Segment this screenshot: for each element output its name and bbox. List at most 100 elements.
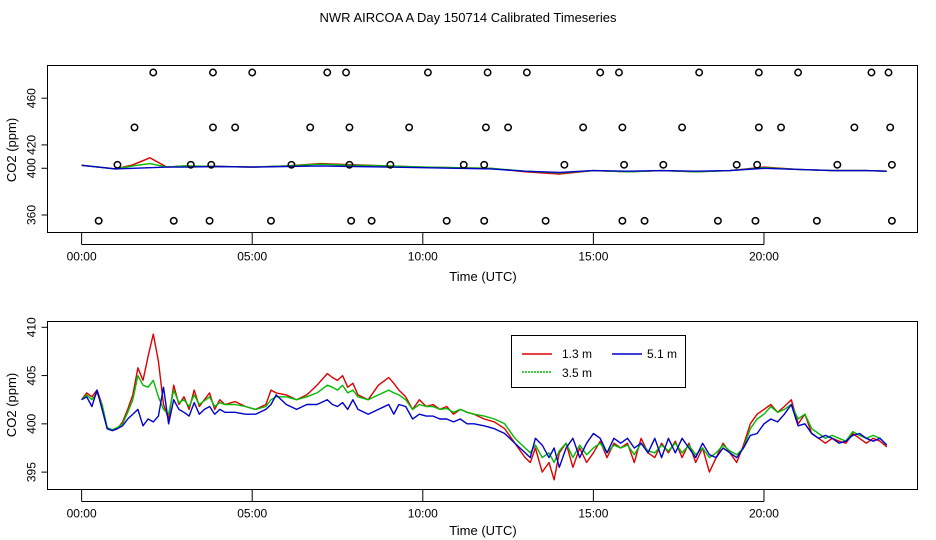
calibration-point [678,123,687,132]
x-tick-label: 10:00 [408,250,438,264]
calibration-point [209,68,217,77]
calibration-point [113,160,122,169]
calibration-point [777,123,785,132]
series-line-5-1-m [81,164,887,174]
calibration-point [640,216,649,225]
calibration-point [812,216,821,225]
y-tick-label: 410 [25,317,39,337]
calibration-point [405,123,414,132]
calibration-point [345,160,354,169]
top-calibration-points [94,68,896,225]
calibration-point [130,123,139,132]
calibration-point [886,123,895,132]
calibration-point [560,160,569,169]
calibration-point [504,123,513,132]
legend-label-5-1m: 5.1 m [647,347,677,361]
calibration-point [659,160,668,169]
calibration-point [732,160,741,169]
calibration-point [186,160,195,169]
calibration-point [423,68,432,77]
calibration-point [306,123,315,132]
calibration-point [884,68,893,77]
x-tick-label: 15:00 [578,507,608,521]
bottom-panel: 395 400 405 410 00:00 05:00 10:00 15:00 20:00 T… [4,317,918,538]
calibration-point [867,68,876,77]
calibration-point [149,68,158,77]
x-tick-label: 05:00 [237,250,267,264]
top-x-axis-label: Time (UTC) [449,269,516,284]
calibration-point [442,216,451,225]
x-tick-label: 20:00 [749,250,779,264]
calibration-point [596,68,605,77]
calibration-point [386,160,395,169]
calibration-point [481,123,490,132]
calibration-point [751,216,760,225]
legend-label-3-5m: 3.5 m [562,366,592,380]
calibration-point [887,160,896,169]
calibration-point [342,68,350,77]
x-tick-label: 10:00 [408,507,438,521]
top-series-lines [81,157,887,175]
y-tick-label: 360 [25,205,39,225]
x-tick-label: 20:00 [749,507,779,521]
series-line-3-5-m [81,374,888,464]
y-tick-label: 400 [25,158,39,178]
calibration-point [483,68,492,77]
calibration-point [753,160,762,169]
x-tick-label: 00:00 [67,250,97,264]
calibration-point [833,160,842,169]
legend: 1.3 m 5.1 m 3.5 m [511,335,686,388]
calibration-point [267,216,275,225]
calibration-point [205,216,214,225]
calibration-point [794,68,803,77]
calibration-point [323,68,332,77]
x-tick-label: 00:00 [67,507,97,521]
top-y-axis: 360 400 420 460 [25,88,48,225]
top-panel: 360 400 420 460 00:00 05:00 10:00 15:00 20:00 T… [4,65,918,284]
top-x-axis: 00:00 05:00 10:00 15:00 20:00 [67,232,779,264]
x-tick-label: 15:00 [578,250,608,264]
top-plot-frame [47,65,918,233]
calibration-point [887,216,896,225]
calibration-point [480,216,489,225]
calibration-point [480,160,489,169]
calibration-point [620,160,629,169]
bottom-series-lines [81,333,888,481]
calibration-point [347,216,356,225]
calibration-point [522,68,531,77]
calibration-point [754,68,763,77]
legend-label-1-3m: 1.3 m [562,347,592,361]
calibration-point [231,123,240,132]
calibration-point [579,123,588,132]
calibration-point [207,160,216,169]
bottom-x-axis-label: Time (UTC) [449,523,516,538]
calibration-point [287,160,296,169]
y-tick-label: 400 [25,414,39,434]
calibration-point [713,216,722,225]
y-tick-label: 405 [25,365,39,385]
calibration-point [367,216,376,225]
top-y-axis-label: CO2 (ppm) [4,118,19,182]
calibration-point [209,123,217,132]
y-tick-label: 460 [25,88,39,108]
calibration-point [169,216,178,225]
calibration-point [459,160,468,169]
calibration-point [754,123,763,132]
calibration-point [94,216,103,225]
x-tick-label: 05:00 [237,507,267,521]
y-tick-label: 420 [25,135,39,155]
series-line-5-1-m [81,386,888,468]
bottom-y-axis: 395 400 405 410 [25,317,48,482]
legend-box [511,335,686,388]
calibration-point [345,123,354,132]
bottom-plot-frame [47,321,918,490]
bottom-x-axis: 00:00 05:00 10:00 15:00 20:00 [67,489,779,521]
calibration-point [850,123,859,132]
series-line-1-3-m [81,333,888,481]
y-tick-label: 395 [25,462,39,482]
calibration-point [618,123,627,132]
calibration-point [615,68,623,77]
calibration-point [618,216,627,225]
calibration-point [695,68,704,77]
